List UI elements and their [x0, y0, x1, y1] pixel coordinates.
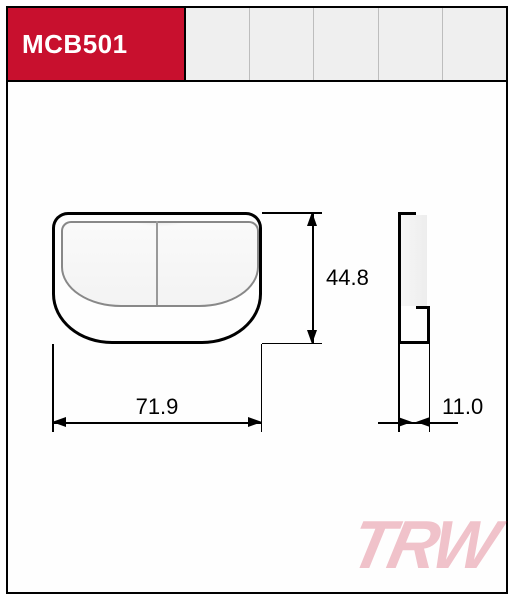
pad-backing-plate: [52, 212, 262, 344]
arrow-icon: [52, 417, 66, 427]
pad-friction-material: [61, 221, 259, 307]
grid-cell: [186, 8, 250, 80]
drawing-area: 71.9 44.8 11.0 TRW: [8, 82, 506, 592]
dimension-line: [52, 422, 262, 424]
brake-pad-front-view: [52, 212, 262, 344]
arrow-icon: [398, 417, 412, 427]
grid-cell: [314, 8, 378, 80]
dimension-height-value: 44.8: [326, 265, 369, 291]
arrow-icon: [307, 212, 317, 226]
brand-logo-watermark: TRW: [344, 506, 502, 584]
dimension-width-value: 71.9: [130, 394, 185, 420]
dimension-height: 44.8: [298, 212, 338, 344]
title-cell: MCB501: [8, 8, 186, 80]
grid-cell: [379, 8, 443, 80]
arrow-icon: [416, 417, 430, 427]
header-row: MCB501: [8, 8, 506, 82]
arrow-icon: [307, 330, 317, 344]
arrow-icon: [248, 417, 262, 427]
grid-cell: [250, 8, 314, 80]
dimension-width: 71.9: [52, 412, 262, 452]
header-grid: [186, 8, 506, 80]
pad-side-friction: [401, 215, 427, 306]
part-number: MCB501: [22, 29, 128, 60]
dimension-thickness-value: 11.0: [442, 394, 483, 420]
diagram-frame: MCB501 71.9: [6, 6, 508, 594]
grid-cell: [443, 8, 506, 80]
pad-center-groove: [156, 221, 158, 305]
dimension-thickness: 11.0: [398, 412, 430, 452]
brake-pad-side-view: [398, 212, 430, 344]
dimension-line: [312, 212, 314, 344]
